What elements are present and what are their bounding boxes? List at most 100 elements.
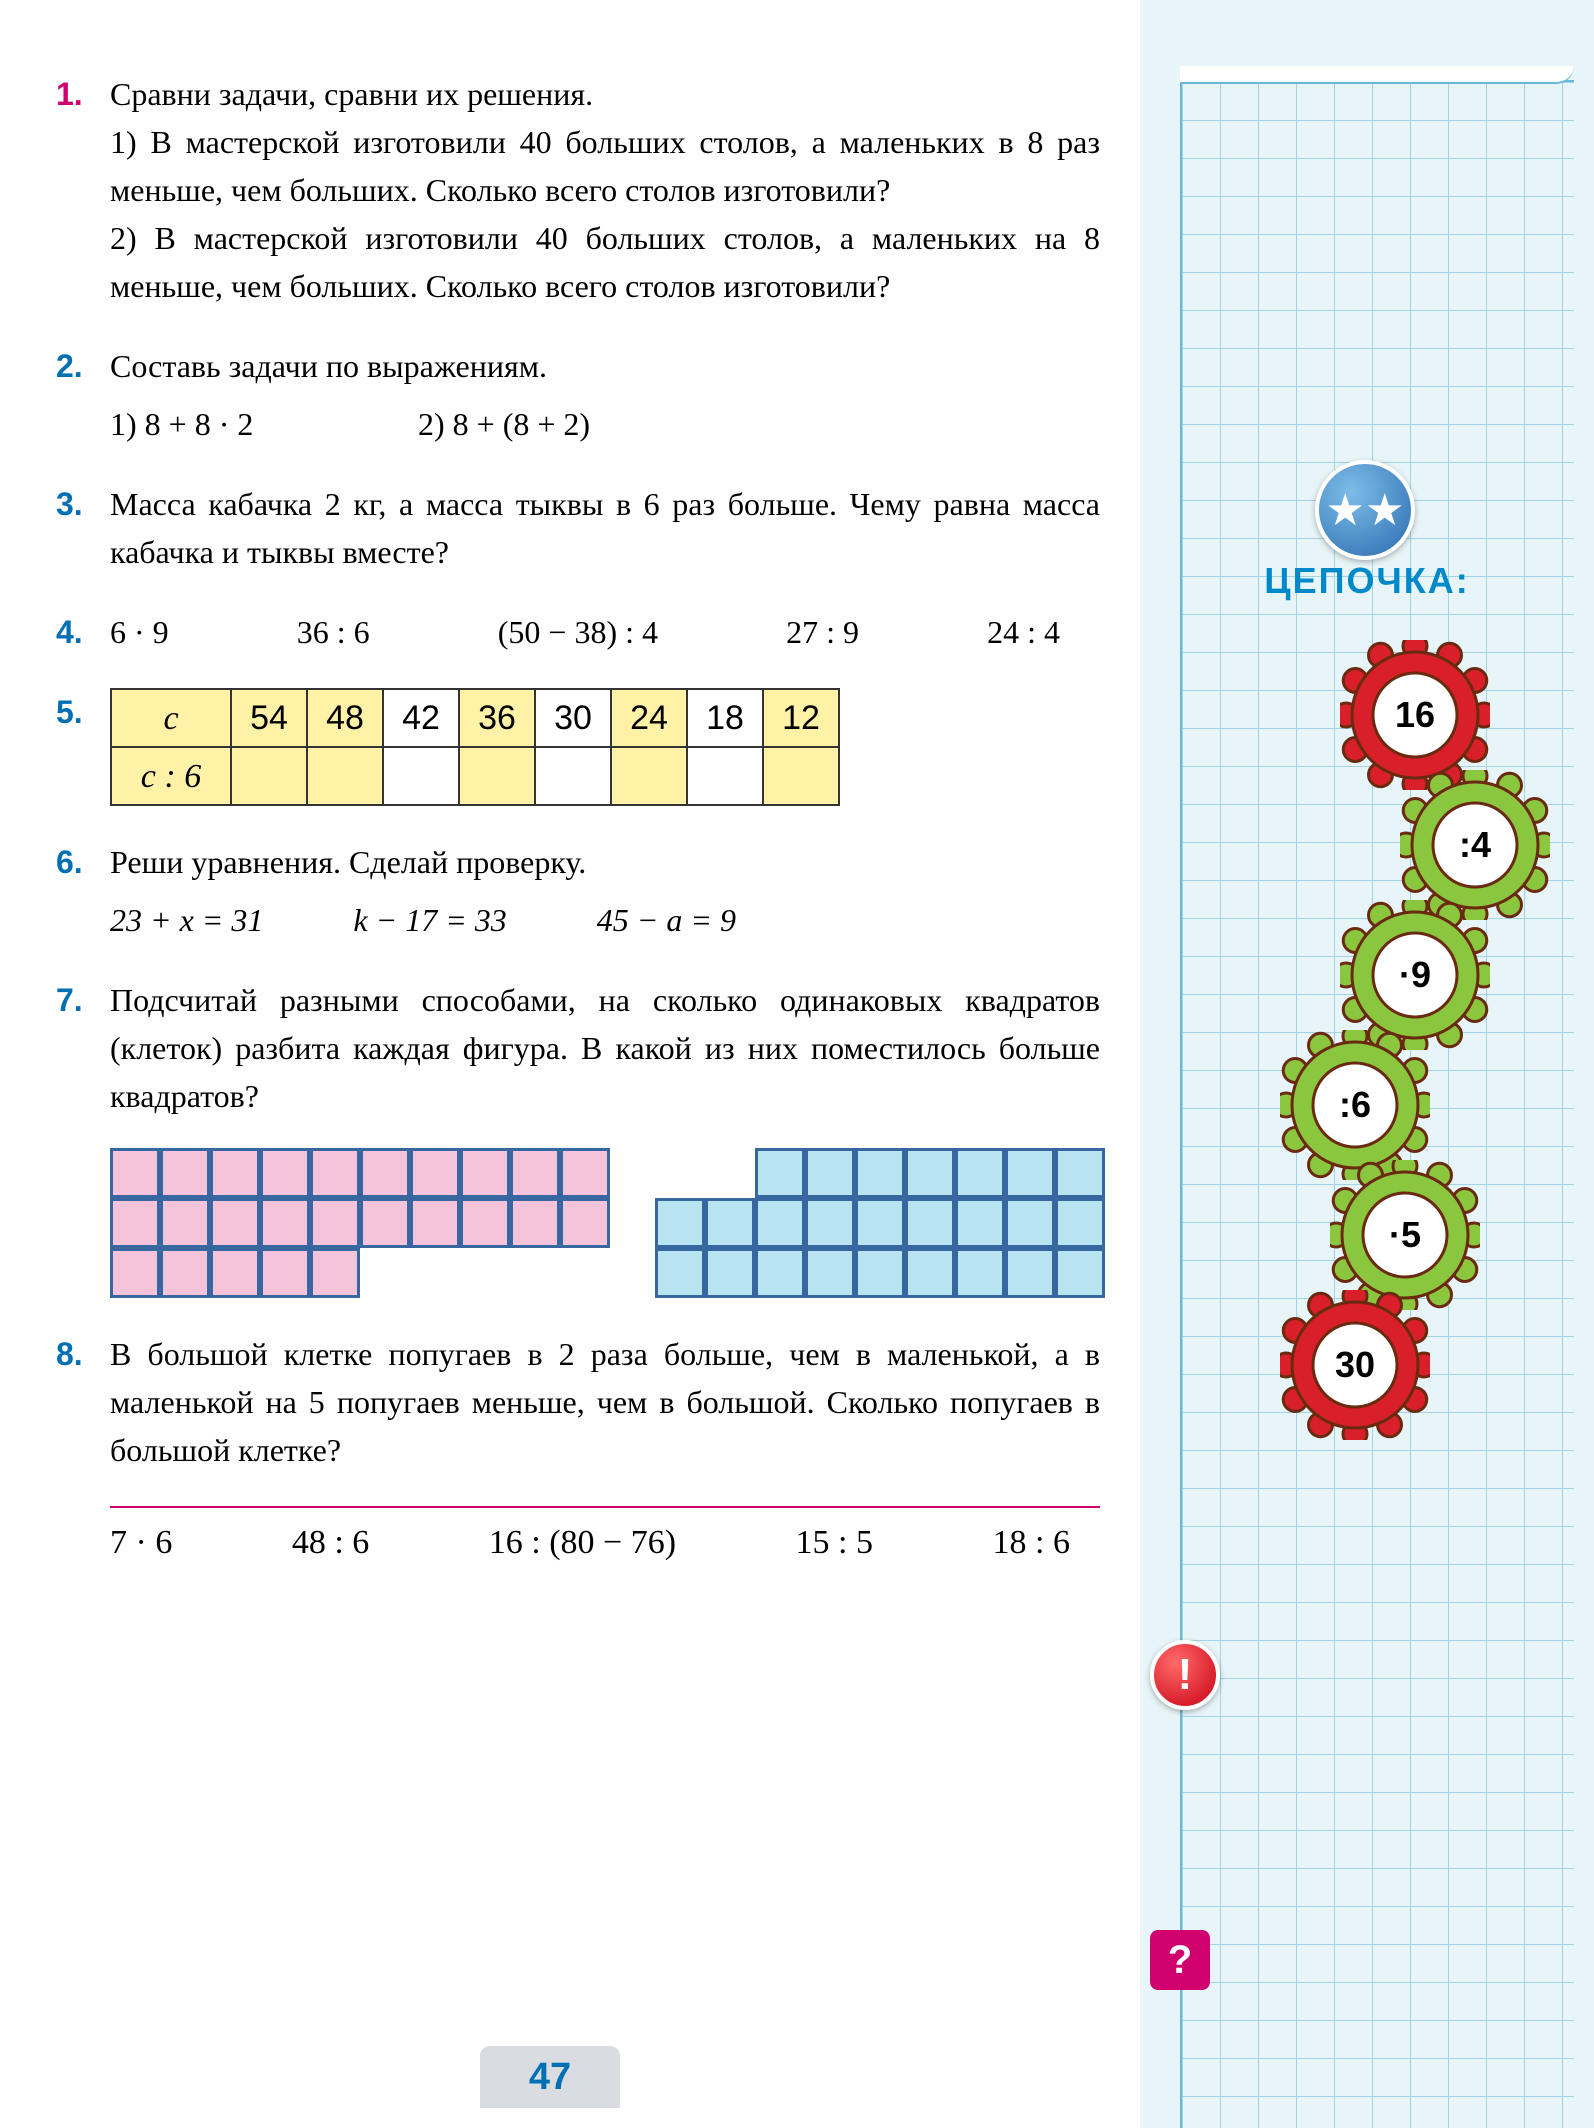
task-number: 8. <box>56 1330 83 1378</box>
task-number: 2. <box>56 342 83 390</box>
task-1: 1. Сравни задачи, сравни их решения. 1) … <box>110 70 1100 310</box>
grid-cell <box>210 1148 260 1198</box>
task-number: 1. <box>56 70 83 118</box>
task-7: 7. Подсчитай разными способами, на сколь… <box>110 976 1100 1298</box>
grid-cell <box>1055 1148 1105 1198</box>
page-number: 47 <box>480 2046 620 2108</box>
expr: 36 : 6 <box>297 608 370 656</box>
grid-cell <box>855 1148 905 1198</box>
table-cell: 48 <box>307 689 383 747</box>
grid-cell <box>1005 1248 1055 1298</box>
grid-cell <box>955 1248 1005 1298</box>
grid-cell <box>855 1248 905 1298</box>
task-number: 5. <box>56 688 83 736</box>
task-text: Реши уравнения. Сделай проверку. <box>110 838 1100 886</box>
expr: 18 : 6 <box>993 1524 1070 1562</box>
content-area: 1. Сравни задачи, сравни их решения. 1) … <box>0 0 1140 2128</box>
grid-cell <box>805 1148 855 1198</box>
expr: 27 : 9 <box>786 608 859 656</box>
grid-cell <box>655 1198 705 1248</box>
grid-cell <box>160 1148 210 1198</box>
table-cell <box>763 747 839 805</box>
grid-cell <box>705 1248 755 1298</box>
grid-cell <box>755 1198 805 1248</box>
expressions: 6 · 9 36 : 6 (50 − 38) : 4 27 : 9 24 : 4 <box>110 608 1100 656</box>
table-cell <box>383 747 459 805</box>
task-2: 2. Составь задачи по выражениям. 1) 8 + … <box>110 342 1100 448</box>
grid-cell <box>460 1148 510 1198</box>
task-5: 5. c5448423630241812c : 6 <box>110 688 1100 806</box>
grid-cell <box>360 1198 410 1248</box>
grid-cell <box>560 1198 610 1248</box>
expr: 16 : (80 − 76) <box>489 1524 676 1562</box>
task-6: 6. Реши уравнения. Сделай проверку. 23 +… <box>110 838 1100 944</box>
grid-cell <box>705 1198 755 1248</box>
grid-cell <box>955 1198 1005 1248</box>
grid-cell <box>110 1248 160 1298</box>
grid-cell <box>1005 1198 1055 1248</box>
table-cell: 54 <box>231 689 307 747</box>
grid-cell <box>655 1248 705 1298</box>
gear: :4 <box>1400 770 1550 920</box>
sidebar-title: ЦЕПОЧКА: <box>1140 560 1594 602</box>
task-number: 6. <box>56 838 83 886</box>
expr: 2) 8 + (8 + 2) <box>418 400 590 448</box>
gear: 16 <box>1340 640 1490 790</box>
footer-expressions: 7 · 6 48 : 6 16 : (80 − 76) 15 : 5 18 : … <box>110 1524 1100 1562</box>
task-8: 8. В большой клетке попугаев в 2 раза бо… <box>110 1330 1100 1474</box>
gear: ·5 <box>1330 1160 1480 1310</box>
eq: 45 − a = 9 <box>597 896 736 944</box>
task-4: 4. 6 · 9 36 : 6 (50 − 38) : 4 27 : 9 24 … <box>110 608 1100 656</box>
gear-label: :4 <box>1459 824 1491 866</box>
grid-cell <box>460 1198 510 1248</box>
task-3: 3. Масса кабачка 2 кг, а масса тыквы в 6… <box>110 480 1100 576</box>
equations: 23 + x = 31 k − 17 = 33 45 − a = 9 <box>110 896 1100 944</box>
task-number: 3. <box>56 480 83 528</box>
table-cell: 24 <box>611 689 687 747</box>
footer: 7 · 6 48 : 6 16 : (80 − 76) 15 : 5 18 : … <box>110 1506 1100 1562</box>
table-cell <box>611 747 687 805</box>
table-cell: 18 <box>687 689 763 747</box>
table-cell: 42 <box>383 689 459 747</box>
grid-cell <box>955 1148 1005 1198</box>
grid-cell <box>310 1148 360 1198</box>
grid-cell <box>160 1198 210 1248</box>
grid-cell <box>310 1198 360 1248</box>
grid-cell <box>1055 1248 1105 1298</box>
grid-cell <box>260 1248 310 1298</box>
expressions: 1) 8 + 8 · 2 2) 8 + (8 + 2) <box>110 400 1100 448</box>
grid-cell <box>210 1248 260 1298</box>
task-number: 4. <box>56 608 83 656</box>
expr: 15 : 5 <box>796 1524 873 1562</box>
star-badge: ★★ <box>1315 460 1415 560</box>
task-text: Масса кабачка 2 кг, а масса тыквы в 6 ра… <box>110 480 1100 576</box>
grid-cell <box>410 1198 460 1248</box>
table-cell <box>307 747 383 805</box>
eq: k − 17 = 33 <box>353 896 506 944</box>
gear-label: ·9 <box>1399 954 1431 996</box>
grid-cell <box>510 1148 560 1198</box>
grid-cell <box>160 1248 210 1298</box>
expr: 48 : 6 <box>292 1524 369 1562</box>
table-cell: c <box>111 689 231 747</box>
table-t5: c5448423630241812c : 6 <box>110 688 840 806</box>
table-cell <box>459 747 535 805</box>
expr: 6 · 9 <box>110 608 169 656</box>
grid-cell <box>805 1198 855 1248</box>
grid-cell <box>755 1148 805 1198</box>
question-icon: ? <box>1150 1930 1210 1990</box>
alert-icon: ! <box>1150 1640 1220 1710</box>
grid-cell <box>905 1198 955 1248</box>
table-cell <box>687 747 763 805</box>
pink-figure <box>110 1148 605 1298</box>
task-text: Подсчитай разными способами, на сколько … <box>110 976 1100 1120</box>
task-text: Сравни задачи, сравни их решения. 1) В м… <box>110 70 1100 310</box>
task-number: 7. <box>56 976 83 1024</box>
grid-cell <box>510 1198 560 1248</box>
grid-cell <box>1055 1198 1105 1248</box>
grid-cell <box>360 1148 410 1198</box>
gear-label: 30 <box>1335 1344 1375 1386</box>
grid-cell <box>755 1248 805 1298</box>
grid-cell <box>560 1148 610 1198</box>
gear: :6 <box>1280 1030 1430 1180</box>
